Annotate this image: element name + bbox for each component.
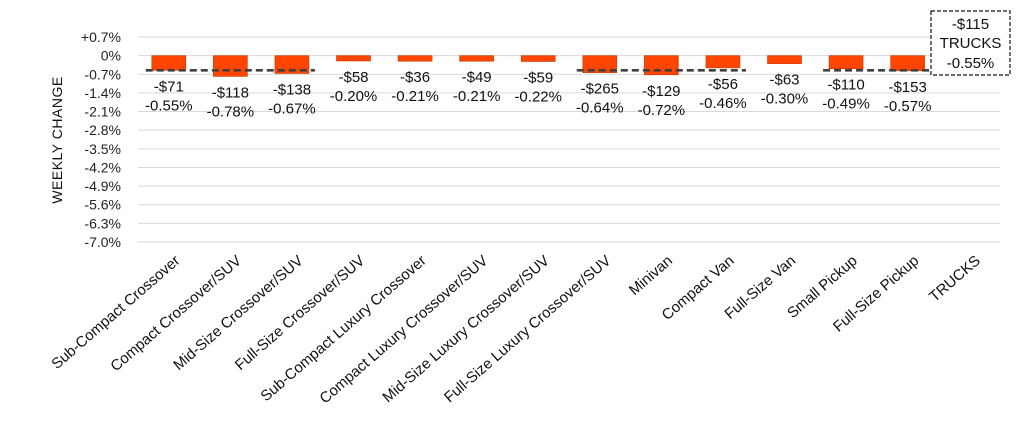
percent-label: -0.78% — [207, 103, 255, 120]
y-tick-label: 0% — [101, 48, 121, 64]
bar — [828, 55, 864, 69]
bar — [582, 55, 618, 73]
percent-label: -0.67% — [268, 100, 316, 117]
percent-label: -0.49% — [822, 96, 870, 113]
y-tick-label: -0.7% — [84, 66, 121, 82]
percent-label: -0.55% — [145, 97, 193, 114]
bar — [151, 55, 187, 71]
y-tick-label: -7.0% — [84, 234, 121, 250]
y-tick-label: -2.1% — [84, 104, 121, 120]
dollar-label: -$129 — [642, 83, 680, 100]
bar — [767, 55, 802, 64]
y-tick-label: -1.4% — [84, 85, 121, 101]
dollar-label: -$59 — [523, 69, 553, 86]
y-tick-label: +0.7% — [81, 29, 121, 45]
percent-label: -0.21% — [453, 88, 501, 105]
dollar-label: -$49 — [462, 69, 492, 86]
bar — [520, 55, 556, 62]
y-axis-label: WEEKLY CHANGE — [49, 76, 65, 203]
percent-label: -0.30% — [761, 91, 809, 108]
summary-box-frame — [930, 10, 1011, 76]
dollar-label: -$71 — [154, 78, 184, 95]
dollar-label: -$58 — [338, 69, 368, 86]
dollar-label: -$110 — [827, 77, 864, 94]
y-tick-label: -5.6% — [84, 197, 121, 213]
dollar-label: -$63 — [769, 72, 799, 89]
dollar-label: -$138 — [273, 81, 311, 98]
summary-category: TRUCKS — [940, 35, 1002, 52]
y-tick-label: -6.3% — [84, 215, 121, 231]
y-tick-label: -2.8% — [84, 122, 121, 138]
bar — [459, 55, 494, 62]
bar — [336, 55, 371, 62]
category-label: TRUCKS — [926, 252, 984, 305]
bar — [644, 55, 679, 76]
percent-label: -0.22% — [514, 88, 562, 105]
y-tick-label: -3.5% — [84, 141, 121, 157]
percent-label: -0.46% — [699, 95, 747, 112]
y-tick-label: -4.9% — [84, 178, 121, 194]
percent-label: -0.57% — [884, 98, 932, 115]
y-tick-label: -4.2% — [84, 159, 121, 175]
percent-label: -0.21% — [391, 88, 439, 105]
summary-dollar: -$115 — [952, 16, 989, 33]
summary-percent: -0.55% — [947, 55, 995, 72]
data-labels: -$71 -0.55% -$118 -0.78% -$138 -0.67% -$58 -0.2… — [145, 69, 931, 120]
percent-label: -0.64% — [576, 100, 624, 117]
bar — [213, 55, 248, 77]
bar — [705, 55, 741, 69]
category-label: Minivan — [626, 252, 676, 299]
bar — [397, 55, 433, 62]
dollar-label: -$36 — [400, 69, 430, 86]
dollar-label: -$56 — [708, 76, 738, 93]
gridlines — [138, 36, 1000, 243]
y-axis-ticks: +0.7% 0% -0.7% -1.4% -2.1% -2.8% -3.5% -4.2% -4.… — [81, 29, 121, 250]
percent-label: -0.20% — [330, 88, 378, 105]
dollar-label: -$153 — [888, 79, 926, 96]
percent-label: -0.72% — [638, 102, 686, 119]
trucks-summary-box: -$115 TRUCKS -0.55% — [930, 10, 1011, 76]
dollar-label: -$265 — [581, 81, 619, 98]
bar — [890, 55, 925, 72]
dollar-label: -$118 — [212, 84, 249, 101]
